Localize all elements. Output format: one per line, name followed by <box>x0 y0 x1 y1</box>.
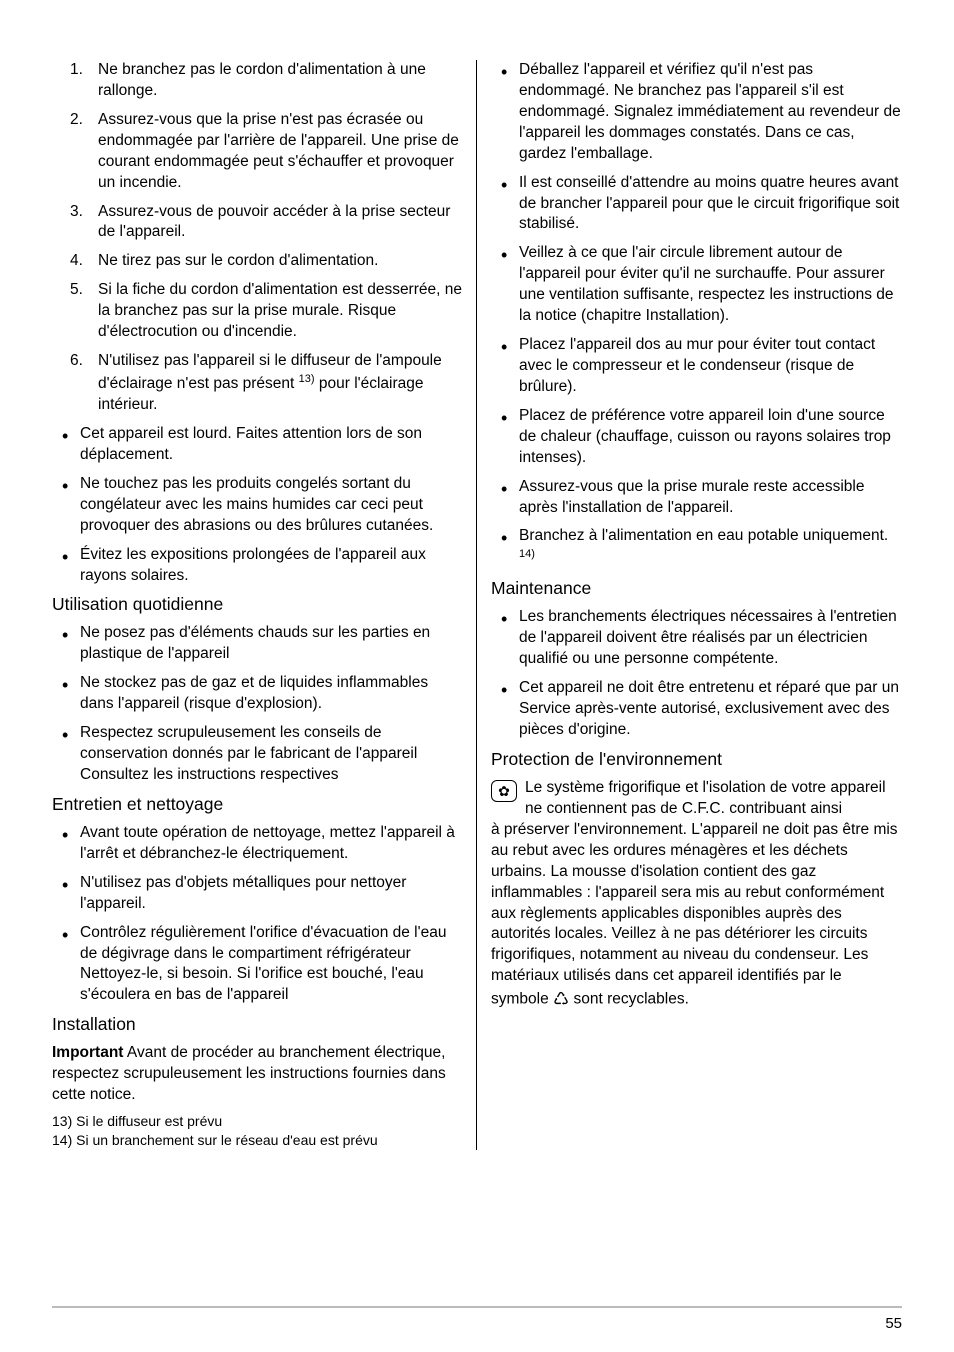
list-item: Ne posez pas d'éléments chauds sur les p… <box>52 623 462 665</box>
list-item: Assurez-vous que la prise murale reste a… <box>491 477 902 519</box>
list-item: Ne stockez pas de gaz et de liquides inf… <box>52 673 462 715</box>
right-column: Déballez l'appareil et vérifiez qu'il n'… <box>477 60 902 1150</box>
heading-installation: Installation <box>52 1014 462 1035</box>
list-item: 6.N'utilisez pas l'appareil si le diffus… <box>80 351 462 416</box>
list-item: Branchez à l'alimentation en eau potable… <box>491 526 902 570</box>
list-item: 3.Assurez-vous de pouvoir accéder à la p… <box>80 202 462 244</box>
footer-rule <box>52 1306 902 1308</box>
list-item: Déballez l'appareil et vérifiez qu'il n'… <box>491 60 902 165</box>
env-rest: à préserver l'environnement. L'appareil … <box>491 821 898 1008</box>
list-item: Avant toute opération de nettoyage, mett… <box>52 823 462 865</box>
footnotes: 13) Si le diffuseur est prévu 14) Si un … <box>52 1112 462 1150</box>
environment-paragraph: ✿ Le système frigorifique et l'isolation… <box>491 778 902 1012</box>
footnote-13: 13) Si le diffuseur est prévu <box>52 1112 462 1131</box>
list-item: 1.Ne branchez pas le cordon d'alimentati… <box>80 60 462 102</box>
list-item: 4.Ne tirez pas sur le cordon d'alimentat… <box>80 251 462 272</box>
recycle-icon: ♺ <box>553 987 569 1011</box>
heading-environnement: Protection de l'environnement <box>491 749 902 770</box>
numbered-list: 1.Ne branchez pas le cordon d'alimentati… <box>52 60 462 416</box>
after-numbered-list: Cet appareil est lourd. Faites attention… <box>52 424 462 586</box>
left-column: 1.Ne branchez pas le cordon d'alimentati… <box>52 60 477 1150</box>
heading-maintenance: Maintenance <box>491 578 902 599</box>
important-paragraph: Important Avant de procéder au brancheme… <box>52 1043 462 1106</box>
list-item: Placez l'appareil dos au mur pour éviter… <box>491 335 902 398</box>
entretien-list: Avant toute opération de nettoyage, mett… <box>52 823 462 1006</box>
env-tail: sont recyclables. <box>569 990 689 1007</box>
list-item: Les branchements électriques nécessaires… <box>491 607 902 670</box>
installation-list: Déballez l'appareil et vérifiez qu'il n'… <box>491 60 902 570</box>
maintenance-list: Les branchements électriques nécessaires… <box>491 607 902 741</box>
list-item: Ne touchez pas les produits congelés sor… <box>52 474 462 537</box>
heading-utilisation: Utilisation quotidienne <box>52 594 462 615</box>
list-item: Respectez scrupuleusement les conseils d… <box>52 723 462 786</box>
list-item: N'utilisez pas d'objets métalliques pour… <box>52 873 462 915</box>
list-item: 5.Si la fiche du cordon d'alimentation e… <box>80 280 462 343</box>
page-number: 55 <box>885 1315 902 1332</box>
list-item: Évitez les expositions prolongées de l'a… <box>52 545 462 587</box>
list-item: Cet appareil est lourd. Faites attention… <box>52 424 462 466</box>
list-item: Placez de préférence votre appareil loin… <box>491 406 902 469</box>
list-item: Cet appareil ne doit être entretenu et r… <box>491 678 902 741</box>
list-item: 2.Assurez-vous que la prise n'est pas éc… <box>80 110 462 194</box>
footnote-14: 14) Si un branchement sur le réseau d'ea… <box>52 1131 462 1150</box>
important-label: Important <box>52 1044 123 1061</box>
leaf-icon: ✿ <box>491 780 517 802</box>
list-item: Contrôlez régulièrement l'orifice d'évac… <box>52 923 462 1007</box>
list-item: Il est conseillé d'attendre au moins qua… <box>491 173 902 236</box>
env-first-lines: Le système frigorifique et l'isolation d… <box>525 778 902 820</box>
heading-entretien: Entretien et nettoyage <box>52 794 462 815</box>
list-item: Veillez à ce que l'air circule librement… <box>491 243 902 327</box>
utilisation-list: Ne posez pas d'éléments chauds sur les p… <box>52 623 462 785</box>
